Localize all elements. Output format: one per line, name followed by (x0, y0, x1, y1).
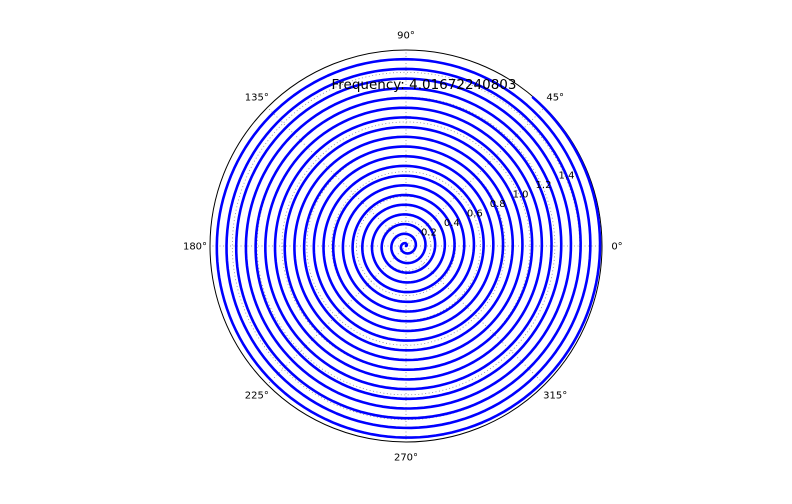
labels: 0° 45° 90° 135° 180° 225° 270° 315° 0.2 0.4 0.6 0.8… (183, 31, 623, 464)
r-tick-label-3: 0.8 (490, 199, 506, 210)
r-gridline-5 (256, 96, 556, 396)
chart-title: Frequency: 4.01672240803 (332, 77, 517, 93)
r-tick-label-2: 0.6 (467, 209, 483, 220)
theta-gridline-5 (267, 245, 407, 385)
r-tick-label-6: 1.4 (559, 171, 575, 182)
series-line-0 (215, 57, 602, 439)
r-gridline-3 (306, 146, 506, 346)
r-tick-label-1: 0.4 (444, 218, 460, 229)
theta-gridline-7 (405, 245, 545, 385)
r-tick-label-5: 1.2 (536, 180, 552, 191)
theta-tick-label-180: 180° (183, 242, 207, 253)
theta-tick-label-45: 45° (546, 92, 564, 103)
theta-tick-label-315: 315° (543, 391, 567, 402)
theta-gridline-3 (267, 107, 407, 247)
theta-tick-label-270: 270° (394, 453, 418, 464)
theta-tick-label-0: 0° (611, 242, 622, 253)
r-tick-label-4: 1.0 (513, 190, 529, 201)
polar-frame (209, 49, 603, 443)
r-gridline-4 (281, 121, 531, 371)
theta-tick-label-225: 225° (245, 391, 269, 402)
series-layer (215, 57, 602, 439)
theta-tick-label-90: 90° (397, 31, 415, 42)
r-tick-label-0: 0.2 (421, 228, 437, 239)
theta-tick-label-135: 135° (245, 92, 269, 103)
